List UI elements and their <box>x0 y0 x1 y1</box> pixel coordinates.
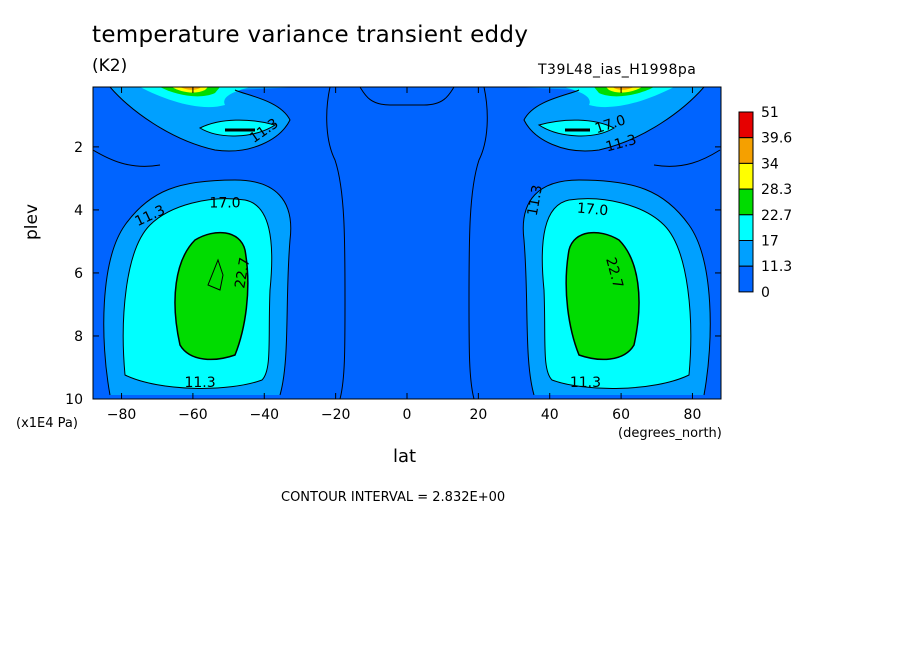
north-zero-contour <box>468 87 488 399</box>
x-tick-label: −60 <box>178 407 208 423</box>
colorbar-label: 39.6 <box>761 131 792 147</box>
north-23-outline <box>565 231 640 361</box>
north-low-contour <box>653 149 721 167</box>
contour-label: 17.0 <box>576 201 608 220</box>
colorbar-swatch <box>738 162 754 190</box>
south-zero-contour <box>326 87 346 399</box>
north-upper-level-17 <box>564 87 674 108</box>
x-axis-label: lat <box>393 446 417 467</box>
chart-units: (K2) <box>92 56 128 76</box>
y-axis-units: (x1E4 Pa) <box>16 416 78 431</box>
contour-lines <box>93 87 721 399</box>
south-upper-level-17 <box>140 87 250 108</box>
colorbar-label: 17 <box>761 234 779 250</box>
contour-label: 22.7 <box>232 256 253 289</box>
colorbar-swatch <box>738 214 754 242</box>
contour-label: 11.3 <box>525 184 546 217</box>
south-low-contour <box>93 149 161 167</box>
south-inner-contour <box>207 258 224 291</box>
x-tick-label: 20 <box>469 407 487 423</box>
colorbar-swatch <box>738 137 754 164</box>
x-tick-label: −20 <box>321 407 351 423</box>
north-upper-level-34 <box>613 87 634 90</box>
x-tick-label: 60 <box>612 407 630 423</box>
colorbar-label: 51 <box>761 105 779 121</box>
colorbar-swatch <box>738 188 754 216</box>
colorbar-label: 22.7 <box>761 208 792 224</box>
y-tick-label: 10 <box>65 392 83 408</box>
colorbar-swatch <box>738 111 754 139</box>
contour-label: 17.0 <box>209 196 240 212</box>
south-mid-level-23 <box>175 232 248 360</box>
south-11-outline <box>103 179 292 396</box>
south-upper-11-outline <box>109 87 291 152</box>
north-upper-11-outline <box>523 87 705 152</box>
x-axis: −80 −60 −40 −20 0 20 40 60 80 <box>107 87 702 423</box>
x-tick-label: 0 <box>403 407 412 423</box>
south-upper-level-11 <box>110 87 300 151</box>
y-axis: 2 4 6 8 10 <box>65 140 721 408</box>
x-axis-units: (degrees_north) <box>618 426 722 441</box>
x-tick-label: −40 <box>249 407 279 423</box>
contour-label: 22.7 <box>602 256 626 290</box>
south-17-outline <box>122 198 273 389</box>
colorbar-label: 34 <box>761 156 779 172</box>
north-upper-secondary-outline <box>537 119 616 137</box>
contour-label: 11.3 <box>570 375 601 391</box>
contour-label: 11.3 <box>184 375 215 391</box>
x-tick-label: 40 <box>541 407 559 423</box>
colorbar: 51 39.6 34 28.3 22.7 17 11.3 0 <box>738 105 792 301</box>
run-name: T39L48_ias_H1998pa <box>538 62 697 78</box>
south-upper-level-34 <box>180 87 201 90</box>
y-tick-label: 8 <box>74 329 83 345</box>
south-upper-secondary <box>200 120 275 136</box>
north-upper-secondary <box>539 120 614 136</box>
north-mid-level-23 <box>566 232 639 360</box>
colorbar-swatch <box>738 240 754 267</box>
equator-contour <box>359 87 455 106</box>
south-23-outline <box>174 231 249 361</box>
contour-fill <box>93 87 721 399</box>
north-11-outline <box>522 179 711 396</box>
colorbar-swatch <box>738 265 754 293</box>
y-tick-label: 6 <box>74 266 83 282</box>
contour-label: 11.3 <box>604 132 638 156</box>
colorbar-label: 0 <box>761 285 770 301</box>
south-upper-secondary-outline <box>198 119 277 137</box>
chart-title: temperature variance transient eddy <box>92 22 529 48</box>
contour-interval-note: CONTOUR INTERVAL = 2.832E+00 <box>281 490 506 505</box>
x-tick-label: −80 <box>107 407 137 423</box>
north-17-outline <box>541 198 692 389</box>
colorbar-label: 28.3 <box>761 182 792 198</box>
north-upper-level-11 <box>514 87 704 151</box>
colorbar-label: 11.3 <box>761 259 792 275</box>
y-tick-label: 4 <box>74 203 83 219</box>
x-tick-label: 80 <box>684 407 702 423</box>
y-tick-label: 2 <box>74 140 83 156</box>
